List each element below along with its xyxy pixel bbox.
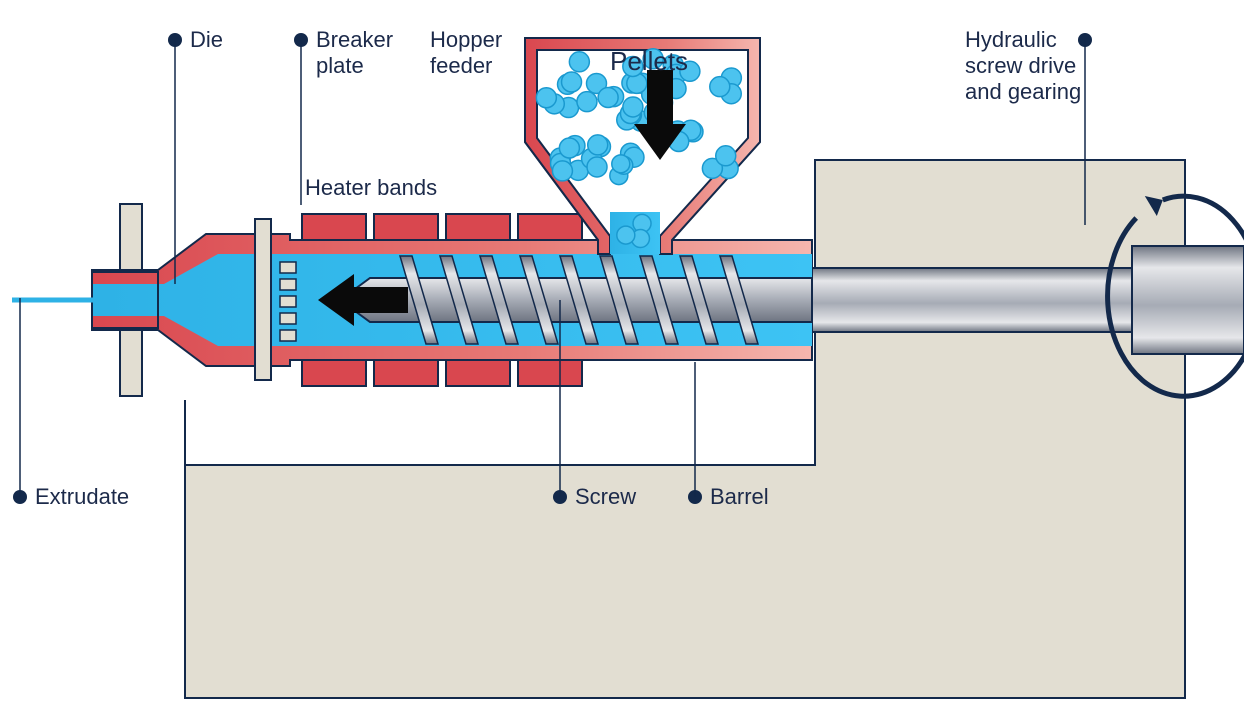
pellet: [569, 52, 589, 72]
pellet: [559, 138, 579, 158]
motor-shaft: [812, 268, 1132, 332]
label-breaker: Breakerplate: [316, 27, 393, 78]
pellet: [562, 72, 582, 92]
heater-band: [446, 360, 510, 386]
breaker-plate: [255, 219, 271, 380]
label-extrudate: Extrudate: [35, 484, 129, 509]
pellet: [612, 155, 630, 173]
breaker-hole: [280, 279, 296, 290]
pellet: [623, 97, 643, 117]
heater-band: [518, 360, 582, 386]
label-die: Die: [190, 27, 223, 52]
breaker-hole: [280, 313, 296, 324]
label-screw: Screw: [575, 484, 636, 509]
pellet: [710, 77, 730, 97]
heater-band: [446, 214, 510, 240]
heater-band: [302, 360, 366, 386]
drive-shaft: [1132, 246, 1244, 354]
label-pellets: Pellets: [610, 46, 688, 76]
pellet: [598, 87, 618, 107]
pellet: [587, 157, 607, 177]
label-hydraulic: Hydraulicscrew driveand gearing: [965, 27, 1081, 104]
heater-band: [374, 214, 438, 240]
breaker-hole: [280, 296, 296, 307]
label-barrel: Barrel: [710, 484, 769, 509]
heater-band: [518, 214, 582, 240]
heater-band: [302, 214, 366, 240]
pellet: [588, 135, 608, 155]
pellet: [716, 146, 736, 166]
pellet: [536, 88, 556, 108]
label-heater: Heater bands: [305, 175, 437, 200]
pellet: [577, 92, 597, 112]
breaker-hole: [280, 262, 296, 273]
heater-band: [374, 360, 438, 386]
pellet: [552, 161, 572, 181]
pellet: [617, 226, 635, 244]
label-hopper: Hopperfeeder: [430, 27, 502, 78]
breaker-hole: [280, 330, 296, 341]
